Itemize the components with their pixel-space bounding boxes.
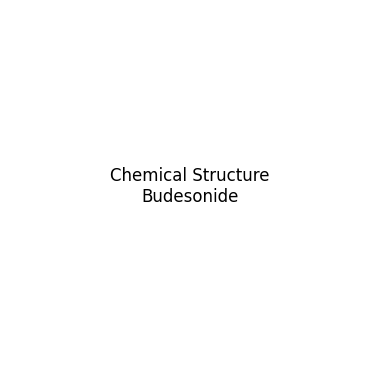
Text: Chemical Structure
Budesonide: Chemical Structure Budesonide [110, 168, 269, 206]
